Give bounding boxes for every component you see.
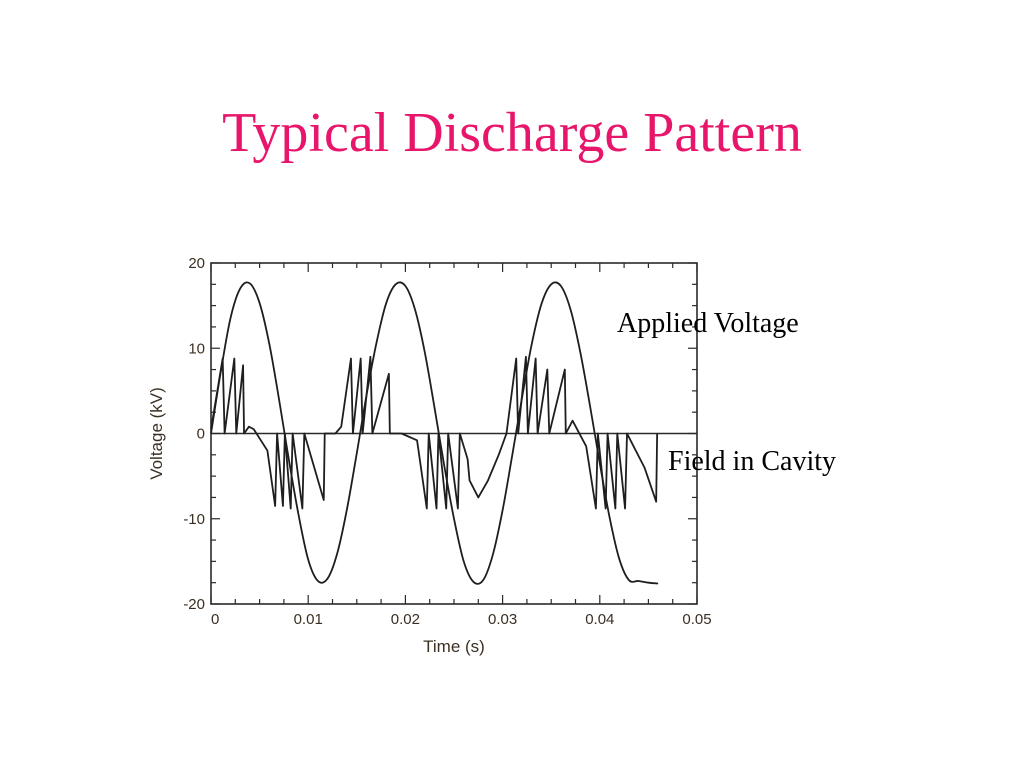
x-tick-label: 0.05: [682, 611, 711, 628]
series-field-in-cavity: [210, 355, 659, 510]
field-in-cavity-label: Field in Cavity: [668, 446, 836, 477]
y-tick-label: -10: [183, 511, 205, 528]
x-tick-label: 0.03: [488, 611, 517, 628]
y-tick-label: 20: [188, 255, 205, 272]
y-tick-label: 0: [197, 426, 205, 443]
x-tick-label: 0: [211, 611, 219, 628]
chart-plot-area: 20 10 0 -10 -20 0 0.01 0.02 0.03 0.04 0.05 Time (s)…: [147, 255, 712, 656]
x-tick-label: 0.02: [391, 611, 420, 628]
y-axis-title: Voltage (kV): [147, 387, 166, 480]
applied-voltage-label: Applied Voltage: [617, 308, 799, 339]
y-tick-label: -20: [183, 596, 205, 613]
y-tick-label: 10: [188, 340, 205, 357]
x-axis-title: Time (s): [423, 637, 485, 656]
x-tick-label: 0.04: [585, 611, 614, 628]
slide-title: Typical Discharge Pattern: [222, 102, 802, 164]
x-tick-label: 0.01: [294, 611, 323, 628]
